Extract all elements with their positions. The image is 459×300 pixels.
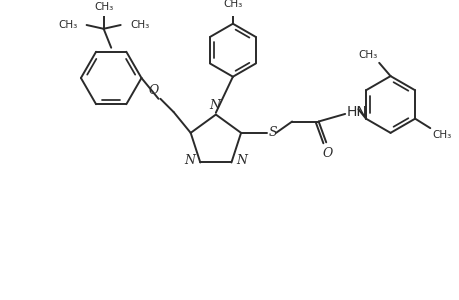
Text: CH₃: CH₃	[431, 130, 450, 140]
Text: S: S	[268, 126, 276, 140]
Text: O: O	[321, 147, 331, 160]
Text: O: O	[148, 84, 158, 97]
Text: CH₃: CH₃	[94, 2, 113, 12]
Text: CH₃: CH₃	[357, 50, 376, 60]
Text: CH₃: CH₃	[130, 20, 149, 30]
Text: N: N	[209, 99, 220, 112]
Text: HN: HN	[346, 105, 367, 119]
Text: N: N	[184, 154, 195, 167]
Text: N: N	[235, 154, 246, 167]
Text: CH₃: CH₃	[58, 20, 77, 30]
Text: CH₃: CH₃	[223, 0, 242, 9]
